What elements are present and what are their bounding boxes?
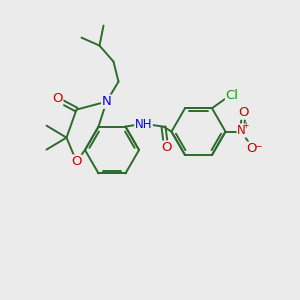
Text: O: O (161, 141, 172, 154)
Text: N: N (237, 124, 246, 137)
Text: O: O (71, 155, 82, 168)
Text: O: O (238, 106, 249, 119)
Text: NH: NH (135, 118, 152, 131)
Text: O: O (246, 142, 257, 155)
Text: N: N (102, 95, 111, 108)
Text: O: O (52, 92, 63, 105)
Text: Cl: Cl (226, 89, 238, 102)
Text: +: + (242, 121, 249, 130)
Text: −: − (254, 141, 261, 150)
